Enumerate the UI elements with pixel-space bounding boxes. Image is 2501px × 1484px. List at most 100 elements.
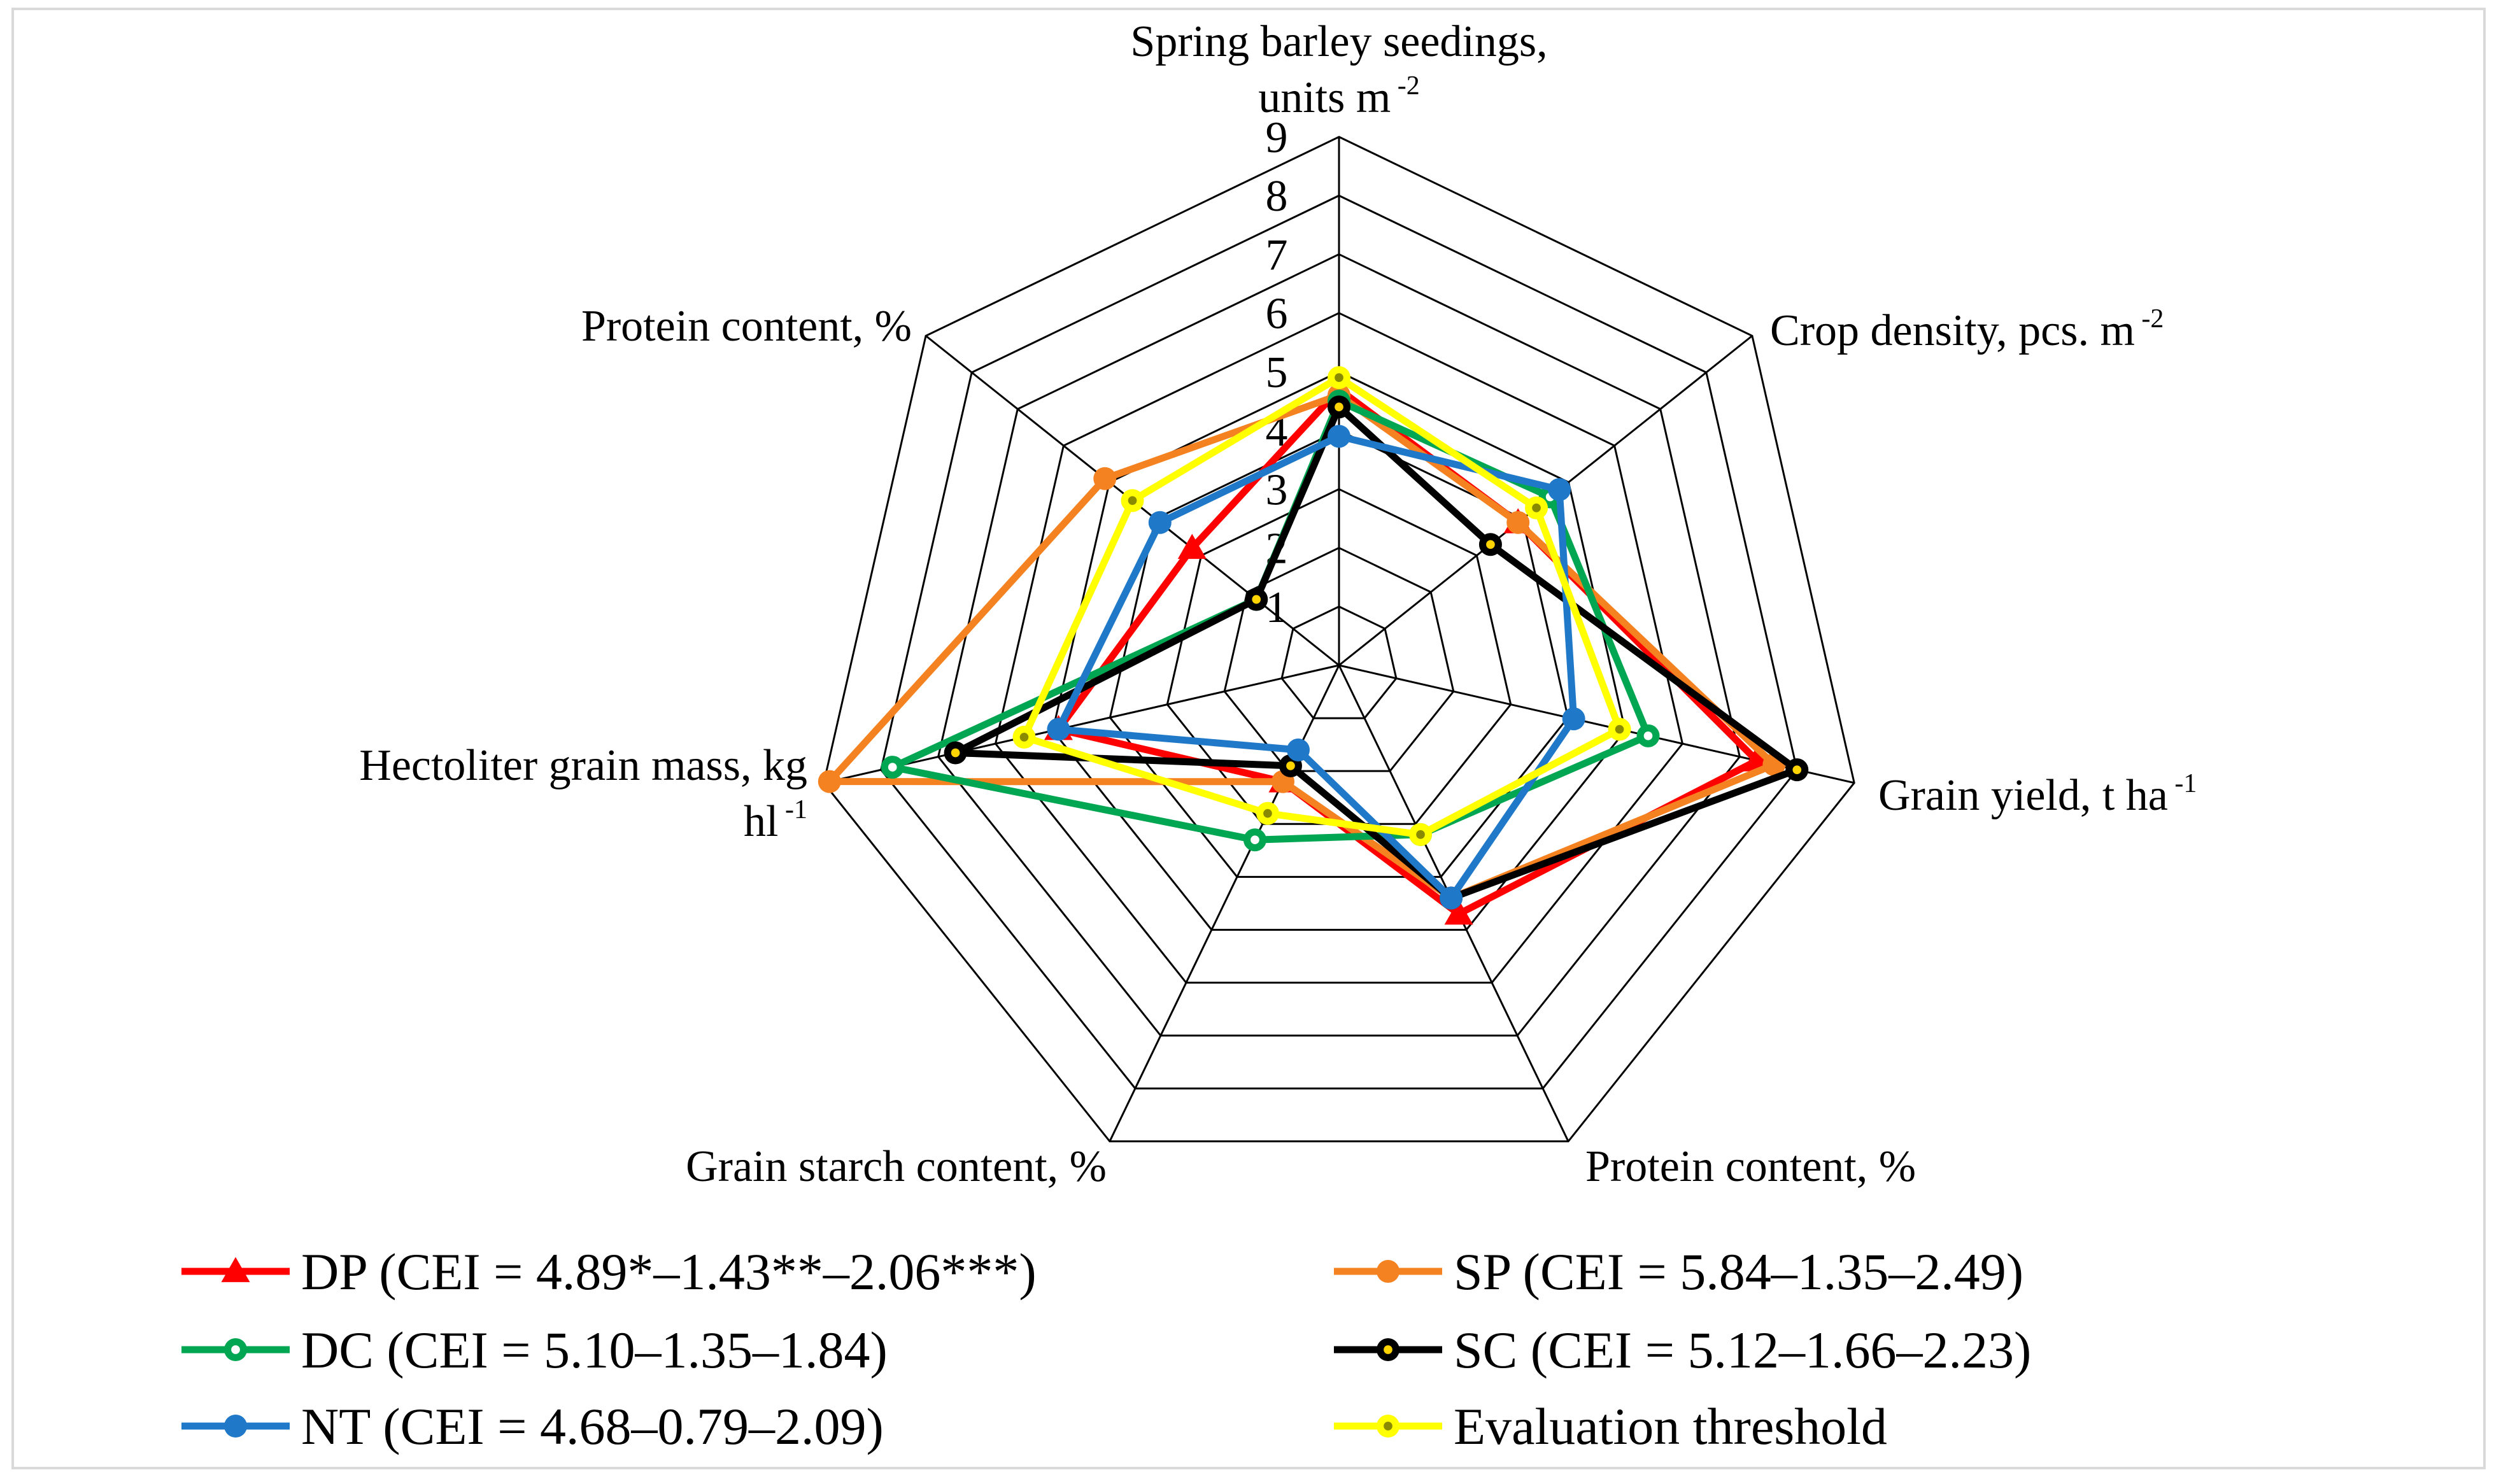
axis-label-line: units m [1258,73,1391,122]
data-point [1377,1415,1399,1438]
data-point-inner [1252,595,1261,604]
data-point-inner [1286,761,1295,770]
data-point [1636,724,1660,747]
tick-label: 7 [1266,230,1288,279]
data-point-inner [1128,496,1137,505]
axis-label-5: Grain starch content, % [686,1142,1107,1191]
axis-label-line: Protein content, % [1585,1142,1916,1191]
axis-label-superscript: -1 [2168,769,2197,798]
data-point [1328,395,1350,419]
legend: DP (CEI = 4.89*–1.43**–2.06***) SP (CEI =… [181,1243,2031,1455]
legend-item: NT (CEI = 4.68–0.79–2.09) [181,1397,884,1455]
grid-ring-1 [1280,605,1398,719]
data-point [1444,900,1473,925]
data-point [1243,828,1266,852]
tick-label: 8 [1266,172,1288,221]
data-point [1548,478,1571,502]
data-point-inner [1384,1422,1392,1431]
data-point [1608,717,1631,741]
legend-item: DP (CEI = 4.89*–1.43**–2.06***) [181,1243,1037,1301]
data-point [1093,467,1117,490]
legend-label: SP (CEI = 5.84–1.35–2.49) [1454,1243,2023,1301]
tick-label: 9 [1266,113,1288,162]
legend-label: DC (CEI = 5.10–1.35–1.84) [301,1321,888,1379]
axis-label-2: Crop density, pcs. m -2 [1770,304,2164,355]
legend-item: DC (CEI = 5.10–1.35–1.84) [181,1321,888,1379]
legend-item: Evaluation threshold [1334,1397,1887,1455]
data-point [1506,511,1530,534]
data-point [1177,534,1207,559]
data-point [1785,758,1809,782]
tick-label: 1 [1266,583,1288,632]
data-point [1440,886,1463,910]
axis-label-line: Grain yield, t ha [1878,771,2168,820]
axis-label-superscript: -1 [779,795,808,824]
data-point [224,1338,247,1361]
data-point [1409,823,1433,846]
axis-label-line: Hectoliter grain mass, kg [359,741,807,790]
data-point-inner [1615,724,1624,734]
axis-label-4: Protein content, % [1585,1142,1916,1191]
chart-frame [11,8,2486,1469]
data-point [944,741,967,765]
legend-item: SP (CEI = 5.84–1.35–2.49) [1334,1243,2023,1301]
data-point-inner [1335,373,1343,382]
data-point [1256,802,1279,825]
data-series [818,366,1809,925]
data-point [1245,588,1268,611]
axis-label-line: Crop density, pcs. m [1770,306,2135,355]
grid-ring-8 [880,194,1798,1090]
legend-label: NT (CEI = 4.68–0.79–2.09) [301,1397,884,1455]
data-point [1377,1260,1399,1283]
axis-label-line: Grain starch content, % [686,1142,1107,1191]
axis-label-7: Protein content, % [581,302,912,351]
series-5 [1047,425,1585,910]
data-point-inner [1792,765,1802,775]
data-point [881,756,904,779]
data-point-inner [1486,540,1495,549]
data-point-inner [1263,809,1272,818]
data-point [818,770,841,793]
data-point [1562,707,1585,731]
data-point [221,1257,250,1282]
data-point [1328,366,1350,390]
data-point [1148,511,1172,534]
data-point-inner [888,763,897,772]
data-point-inner [1532,503,1541,512]
data-point [1121,489,1144,512]
axis-label-line: hl [744,797,778,846]
data-point [1286,738,1310,761]
data-point-inner [1019,733,1029,742]
data-point [1047,717,1070,741]
radar-grid [823,136,1855,1143]
data-point [1525,496,1548,519]
axis-label-line: Spring barley seedings, [1130,17,1547,66]
axis-label-3: Grain yield, t ha -1 [1878,769,2197,820]
data-point-inner [951,748,960,758]
data-point-inner [1384,1345,1392,1354]
data-point-inner [1335,402,1343,412]
axis-label-6: Hectoliter grain mass, kg hl -1 [359,741,807,846]
axis-label-line: Protein content, % [581,302,912,351]
series-line [1052,432,1578,904]
data-point [1478,533,1502,556]
axis-label-superscript: -2 [2135,304,2164,334]
data-point [1012,725,1036,749]
grid-ring-9 [823,136,1855,1143]
axis-label-1: Spring barley seedings, units m -2 [1130,17,1547,122]
series-6 [1012,366,1631,846]
data-point [1377,1338,1399,1361]
tick-label: 5 [1266,348,1288,397]
legend-label: DP (CEI = 4.89*–1.43**–2.06***) [301,1243,1037,1301]
data-point [224,1415,247,1438]
legend-label: Evaluation threshold [1454,1397,1887,1455]
axis-label-superscript: -2 [1391,71,1420,101]
legend-label: SC (CEI = 5.12–1.66–2.23) [1454,1321,2031,1379]
data-point [1328,425,1350,448]
series-line [942,400,1804,902]
grid-spoke-6 [823,664,1340,784]
legend-item: SC (CEI = 5.12–1.66–2.23) [1334,1321,2031,1379]
data-point-inner [1643,731,1653,740]
